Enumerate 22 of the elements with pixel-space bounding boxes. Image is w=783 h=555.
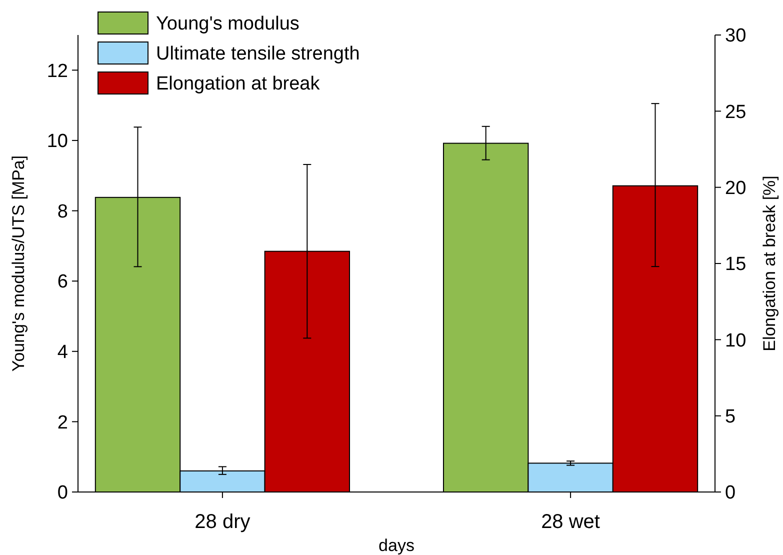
y2-tick-label: 15: [725, 254, 746, 276]
y2-tick-label: 0: [725, 482, 736, 504]
y-tick-label: 12: [46, 60, 68, 82]
legend-label: Young's modulus: [156, 14, 300, 35]
y-axis-title: Young's modulus/UTS [MPa]: [9, 155, 28, 372]
y2-tick-label: 20: [725, 178, 746, 199]
y-tick-label: 0: [57, 482, 68, 504]
y2-tick-label: 25: [725, 102, 746, 123]
y2-tick-label: 5: [725, 406, 736, 428]
y-tick-label: 2: [57, 412, 68, 434]
legend-label: Ultimate tensile strength: [156, 44, 360, 65]
x-axis-title: days: [378, 536, 414, 555]
y-tick-label: 8: [57, 201, 68, 222]
x-tick-label: 28 wet: [541, 511, 600, 533]
x-tick-label: 28 dry: [194, 511, 250, 533]
y-tick-label: 4: [57, 342, 68, 364]
y2-axis-title: Elongation at break [%]: [760, 176, 779, 352]
y2-tick-label: 30: [725, 26, 746, 47]
y2-tick-label: 10: [725, 330, 746, 352]
y-tick-label: 10: [46, 131, 68, 152]
y-tick-label: 6: [57, 272, 68, 293]
legend-label: Elongation at break: [156, 74, 320, 95]
